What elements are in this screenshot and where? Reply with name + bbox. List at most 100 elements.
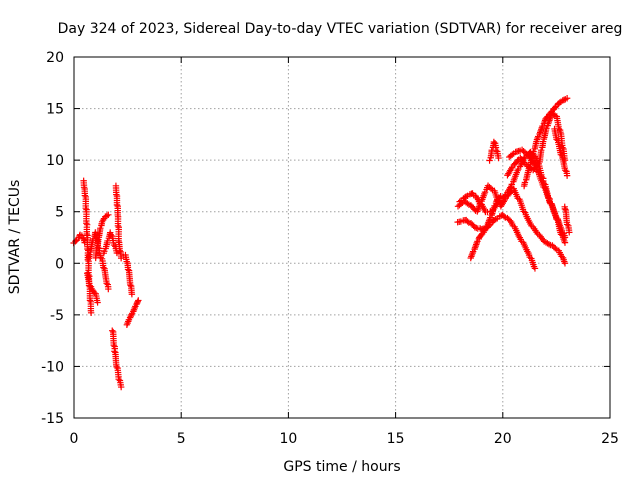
series-track-4 — [85, 229, 112, 293]
data-point — [126, 281, 134, 289]
data-point — [456, 198, 463, 205]
data-point — [561, 205, 569, 213]
data-point — [127, 312, 134, 320]
data-point — [495, 154, 502, 162]
data-point — [82, 205, 89, 212]
data-point — [103, 280, 110, 287]
x-tick-label: 20 — [494, 431, 512, 447]
data-point — [113, 201, 121, 209]
series-track-5 — [92, 211, 112, 262]
data-point — [116, 247, 123, 254]
data-point — [557, 151, 565, 158]
data-point — [492, 146, 500, 154]
data-point — [126, 314, 134, 321]
data-point — [540, 183, 547, 191]
data-point — [114, 222, 122, 230]
x-tick-label: 10 — [279, 431, 297, 447]
data-point — [563, 172, 571, 179]
data-point — [486, 183, 493, 191]
data-point — [93, 244, 100, 252]
data-point — [526, 253, 533, 261]
y-tick-label: 10 — [46, 153, 64, 169]
data-point — [481, 227, 488, 234]
x-tick-label: 5 — [177, 431, 186, 447]
data-point — [531, 265, 539, 272]
data-point — [471, 224, 479, 231]
data-point — [553, 136, 560, 143]
data-point — [538, 146, 545, 154]
data-point — [561, 234, 569, 241]
data-point — [563, 221, 571, 228]
data-point — [533, 162, 540, 169]
series-track-8 — [109, 327, 125, 391]
data-point — [104, 237, 111, 245]
data-point — [566, 229, 573, 236]
data-point — [487, 185, 495, 192]
data-point — [110, 241, 118, 249]
y-tick-label: 20 — [46, 50, 64, 66]
series-track-10 — [123, 297, 142, 329]
series-track-19 — [551, 125, 571, 179]
data-point — [563, 95, 571, 102]
data-point — [553, 214, 560, 222]
data-point — [94, 299, 101, 306]
x-tick-labels: 0 5 10 15 20 25 — [70, 431, 619, 447]
data-point — [500, 213, 508, 220]
data-point — [486, 157, 493, 164]
data-point — [135, 297, 142, 304]
data-point — [480, 229, 487, 236]
y-tick-label: -5 — [50, 308, 64, 324]
data-point — [561, 260, 569, 267]
data-point — [546, 199, 554, 206]
y-tick-labels: -15 -10 -5 0 5 10 15 20 — [41, 50, 64, 427]
data-point — [115, 375, 122, 383]
data-point — [551, 104, 559, 111]
data-point — [117, 254, 125, 262]
data-point — [109, 327, 116, 334]
data-point — [482, 224, 490, 231]
data-point — [107, 231, 114, 238]
series-track-9 — [122, 251, 136, 298]
data-point — [549, 242, 556, 249]
data-point — [491, 202, 498, 210]
series-track-3 — [84, 270, 101, 306]
data-point — [101, 248, 108, 255]
data-point — [103, 212, 111, 219]
data-point — [111, 348, 118, 355]
data-point — [117, 383, 125, 391]
x-tick-label: 0 — [70, 431, 79, 447]
data-point — [72, 238, 79, 245]
plot-frame — [73, 56, 611, 419]
data-point — [87, 309, 95, 316]
series-track-20 — [561, 203, 573, 236]
series-track-7 — [112, 182, 125, 262]
series-track-6 — [100, 229, 121, 257]
series-track-15 — [486, 138, 502, 164]
data-point — [520, 148, 527, 155]
data-point — [545, 241, 553, 248]
data-point — [490, 138, 498, 146]
data-point — [496, 194, 503, 201]
data-point — [518, 146, 526, 154]
data-point — [124, 266, 132, 273]
data-points — [70, 95, 573, 391]
axis-ticks — [73, 56, 611, 419]
data-point — [464, 200, 471, 207]
y-tick-label: 0 — [55, 256, 64, 272]
data-point — [128, 291, 136, 298]
data-point — [506, 217, 514, 224]
x-tick-label: 25 — [601, 431, 619, 447]
data-point — [81, 192, 89, 199]
data-point — [481, 225, 489, 233]
data-point — [105, 285, 112, 293]
data-point — [509, 151, 516, 158]
y-tick-label: 5 — [55, 205, 64, 221]
y-tick-label: -15 — [41, 411, 64, 427]
chart-title: Day 324 of 2023, Sidereal Day-to-day VTE… — [58, 21, 623, 37]
y-tick-label: -10 — [41, 359, 64, 375]
data-point — [543, 114, 550, 122]
data-point — [507, 184, 514, 191]
data-point — [497, 193, 504, 200]
data-point — [558, 253, 565, 260]
